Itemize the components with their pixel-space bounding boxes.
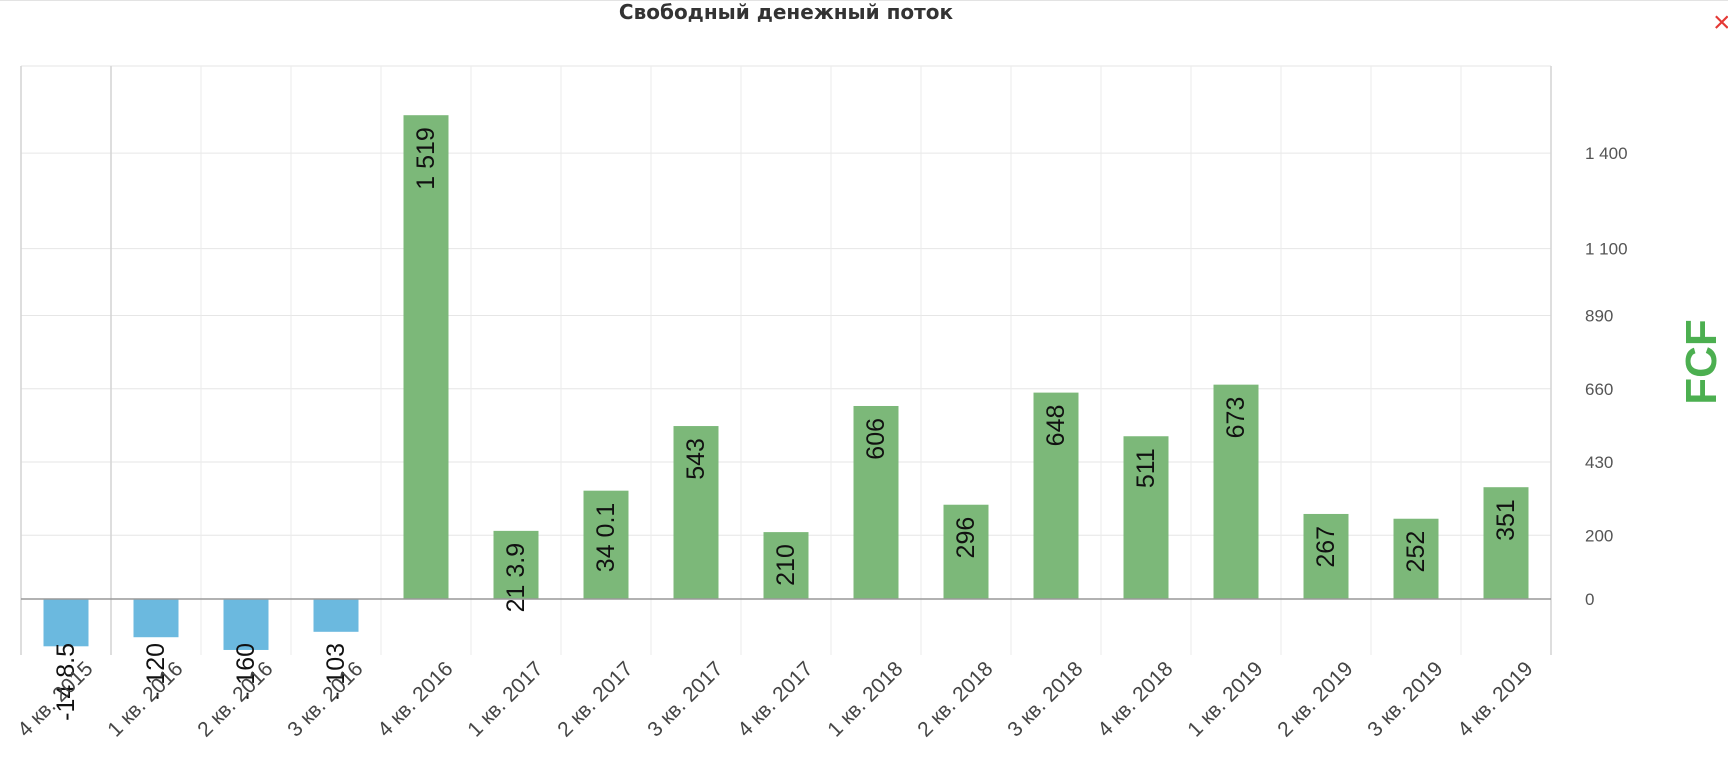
data-label: 296 xyxy=(952,517,980,559)
bar[interactable] xyxy=(1033,392,1079,599)
y-tick-label: 1 100 xyxy=(1585,240,1628,259)
data-label: 543 xyxy=(682,438,710,480)
data-label: 34 0.1 xyxy=(592,503,620,573)
bar[interactable] xyxy=(1393,518,1439,599)
data-label: 606 xyxy=(862,418,890,460)
bar[interactable] xyxy=(853,405,899,599)
bar[interactable] xyxy=(223,599,269,650)
y-tick-label: 0 xyxy=(1585,590,1594,609)
x-tick-label: 2 кв. 2018 xyxy=(913,657,997,741)
bar[interactable] xyxy=(943,504,989,599)
grid xyxy=(20,65,1552,655)
data-label: 1 519 xyxy=(412,127,440,190)
x-tick-label: 1 кв. 2019 xyxy=(1183,657,1267,741)
bar[interactable] xyxy=(673,426,719,599)
y-tick-label: 1 400 xyxy=(1585,144,1628,163)
data-label: 21 3.9 xyxy=(502,543,530,613)
chart-title: Свободный денежный поток xyxy=(618,0,954,24)
y-axis-ticks: 0 200 430 660 890 1 100 1 400 xyxy=(1585,144,1628,609)
y-axis-title: FCF xyxy=(1677,319,1726,405)
bar[interactable] xyxy=(1213,384,1259,599)
data-label: - 160 xyxy=(232,643,260,700)
bar[interactable] xyxy=(313,599,359,632)
x-tick-label: 1 кв. 2017 xyxy=(463,657,547,741)
y-tick-label: 430 xyxy=(1585,453,1613,472)
bars xyxy=(43,115,1529,650)
x-tick-label: 4 кв. 2017 xyxy=(733,657,817,741)
x-tick-label: 1 кв. 2018 xyxy=(823,657,907,741)
data-label: - 103 xyxy=(322,643,350,700)
bar[interactable] xyxy=(1123,436,1169,599)
data-label: - 120 xyxy=(142,643,170,700)
bar[interactable] xyxy=(1483,487,1529,599)
data-label: -14 8.5 xyxy=(52,643,80,721)
data-label: 648 xyxy=(1042,405,1070,447)
x-tick-label: 4 кв. 2019 xyxy=(1453,657,1537,741)
bar[interactable] xyxy=(583,490,629,599)
bar[interactable] xyxy=(1303,513,1349,599)
y-tick-label: 890 xyxy=(1585,307,1613,326)
data-label: 511 xyxy=(1132,448,1160,488)
data-label: 267 xyxy=(1312,526,1340,568)
x-tick-label: 3 кв. 2018 xyxy=(1003,657,1087,741)
bar[interactable] xyxy=(763,532,809,599)
x-tick-label: 3 кв. 2019 xyxy=(1363,657,1447,741)
bar[interactable] xyxy=(43,599,89,647)
x-tick-label: 2 кв. 2019 xyxy=(1273,657,1357,741)
x-tick-label: 3 кв. 2017 xyxy=(643,657,727,741)
data-label: 673 xyxy=(1222,397,1250,439)
bar[interactable] xyxy=(133,599,179,638)
bar[interactable] xyxy=(493,530,539,599)
bar[interactable] xyxy=(403,115,449,600)
data-labels: -14 8.5 - 120 - 160 - 103 1 519 21 3.9 34 0.1 5… xyxy=(52,127,1520,721)
x-tick-label: 2 кв. 2017 xyxy=(553,657,637,741)
data-label: 351 xyxy=(1492,499,1520,541)
y-tick-label: 200 xyxy=(1585,526,1613,545)
x-tick-label: 4 кв. 2018 xyxy=(1093,657,1177,741)
top-border xyxy=(0,0,1728,1)
data-label: 252 xyxy=(1402,531,1430,573)
close-icon[interactable]: × xyxy=(1713,6,1728,39)
data-label: 210 xyxy=(772,544,800,586)
y-tick-label: 660 xyxy=(1585,380,1613,399)
x-tick-label: 4 кв. 2016 xyxy=(373,657,457,741)
